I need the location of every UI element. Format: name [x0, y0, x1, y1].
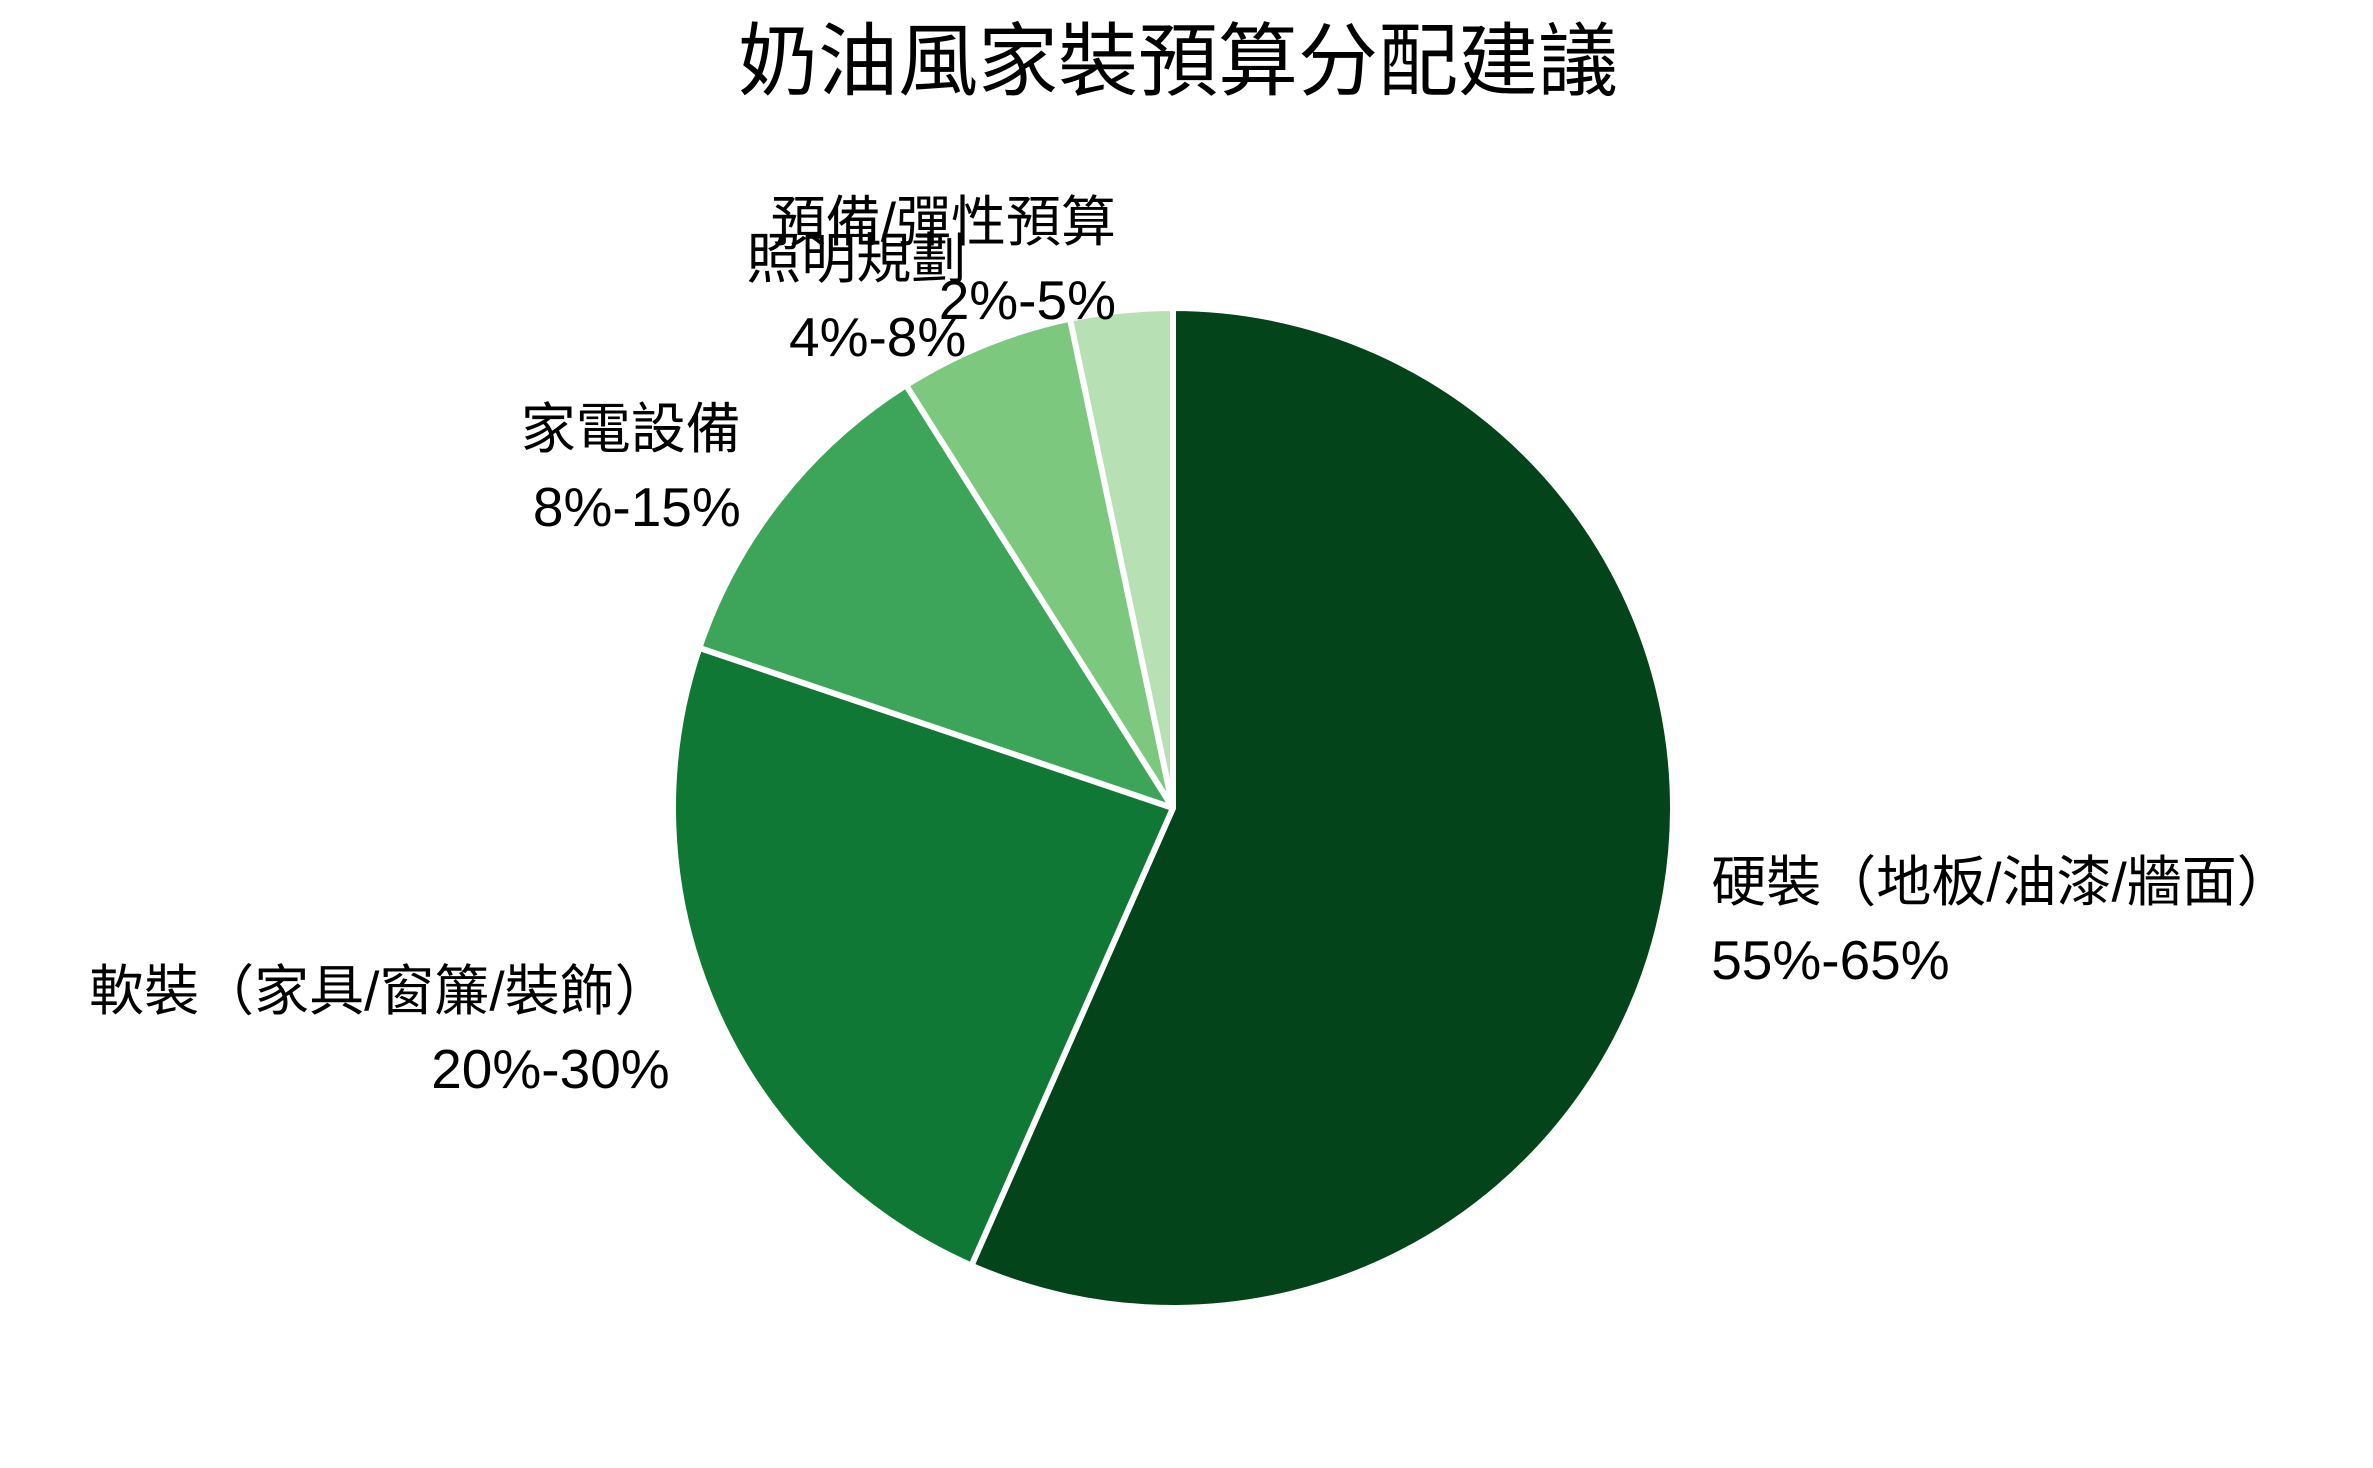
- slice-label-text: 軟裝（家具/窗簾/裝飾）: [89, 959, 670, 1022]
- slice-label-range: 8%-15%: [532, 475, 741, 538]
- slice-label-0: 硬裝（地板/油漆/牆面） 55%-65%: [1711, 843, 2292, 999]
- slice-label-text: 家電設備: [520, 397, 741, 460]
- slice-label-range: 2%-5%: [938, 269, 1116, 331]
- slice-label-4: 預備/彈性預算 2%-5%: [771, 183, 1116, 339]
- pie-slice-4: [1067, 305, 1176, 811]
- slice-label-2: 家電設備 8%-15%: [521, 390, 741, 546]
- slice-label-range: 55%-65%: [1711, 929, 1950, 992]
- slice-label-3: 照明規劃 4%-8%: [746, 220, 966, 376]
- pie-slice-3: [903, 315, 1176, 811]
- chart-title: 奶油風家裝預算分配建議: [738, 17, 1618, 106]
- pie-slice-2: [696, 382, 1176, 811]
- slice-label-range: 4%-8%: [788, 306, 967, 369]
- slice-label-1: 軟裝（家具/窗簾/裝飾） 20%-30%: [89, 952, 670, 1108]
- slice-label-text: 照明規劃: [746, 228, 967, 291]
- slice-label-text: 硬裝（地板/油漆/牆面）: [1711, 851, 2292, 914]
- slice-label-text: 預備/彈性預算: [770, 190, 1116, 253]
- pie-slice-0: [968, 305, 1676, 1311]
- pie-slice-1: [670, 644, 1176, 1269]
- slice-label-range: 20%-30%: [431, 1037, 670, 1100]
